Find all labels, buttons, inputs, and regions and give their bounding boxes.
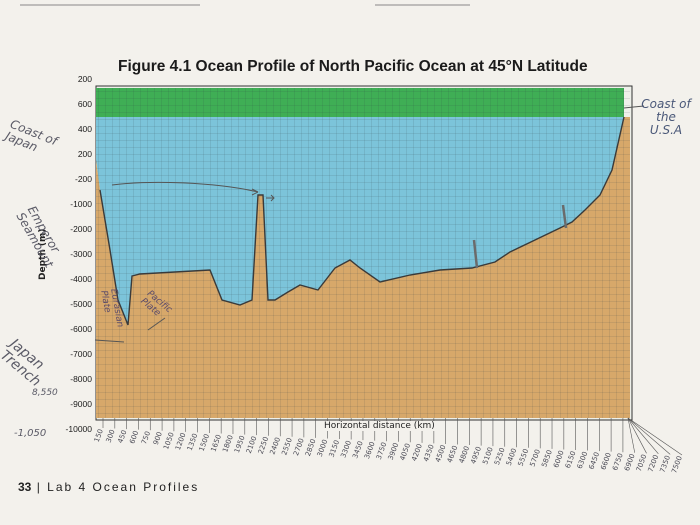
depth-tick: -10000 [66,424,93,434]
depth-tick: -6000 [70,324,92,334]
plot-grid [96,88,630,418]
depth-tick: -200 [75,174,92,184]
footer-text: Lab 4 Ocean Profiles [47,480,200,494]
depth-tick: -4000 [70,274,92,284]
ocean-profile-line [99,116,625,326]
arrow-right-icon [266,194,275,202]
depth-tick: 200 [78,149,92,159]
distance-tick-mark [627,417,683,456]
page-footer: 33 | Lab 4 Ocean Profiles [18,480,200,494]
seamount-mark-1 [472,239,479,269]
distance-tick: 600 [128,430,140,445]
distance-tick-mark [627,417,636,453]
distance-tick: 450 [116,429,128,444]
coast-usa-pointer [623,105,645,109]
depth-tick: 400 [78,124,92,134]
distance-tick: 900 [152,431,164,446]
distance-tick: 750 [140,430,152,445]
distance-tick-mark [627,417,659,455]
trench-arrow [94,339,125,343]
depth-tick: -8000 [70,374,92,384]
seamount-mark-2 [561,204,568,229]
figure-title: Figure 4.1 Ocean Profile of North Pacifi… [118,58,588,75]
depth-tick: 200 [78,74,92,84]
depth-tick: -3000 [70,249,92,259]
coast-usa-label: Coast of the U.S.A [641,97,691,137]
trench-depth-label: 8,550 [32,388,58,398]
depth-tick: -1000 [70,199,92,209]
depth-tick: 600 [78,99,92,109]
depth-tick: -2000 [70,224,92,234]
x-axis-label: Horizontal distance (km) [322,421,437,431]
page-number: 33 [18,480,32,494]
distance-tick: 7500 [670,455,684,474]
distance-tick: 150 [93,428,105,443]
depth-tick: -7000 [70,349,92,359]
arrowhead-icon [251,188,259,196]
pacific-plate-arrow [147,317,166,331]
distance-tick-labels: 150 300 450 600 750 9001050120013501500165018… [93,428,684,474]
distance-tick-mark [627,417,671,455]
distance-tick: 300 [105,428,117,443]
seamount-arrow [111,181,259,193]
distance-tick-mark [627,417,647,454]
bottom-depth-label: -1,050 [14,428,47,439]
depth-tick: -9000 [70,399,92,409]
depth-tick: -5000 [70,299,92,309]
depth-tick-labels: 200 600 400 200 -200 -1000 -2000 -3000 -4000 -500… [66,74,93,434]
